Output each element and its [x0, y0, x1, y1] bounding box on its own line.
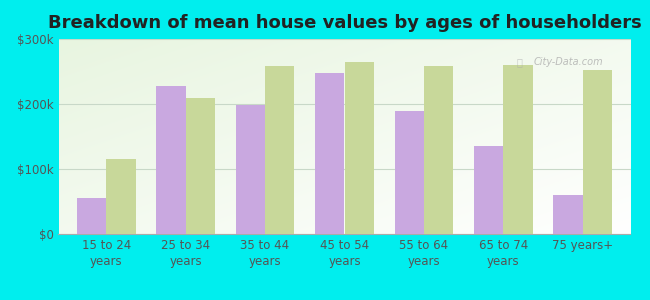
Bar	[315, 73, 344, 234]
Bar	[395, 110, 424, 234]
Bar	[236, 105, 265, 234]
Bar	[553, 195, 583, 234]
Legend: Turner, Maine: Turner, Maine	[257, 297, 432, 300]
Text: ⓘ: ⓘ	[516, 57, 522, 68]
Text: City-Data.com: City-Data.com	[533, 57, 603, 68]
Bar	[186, 98, 215, 234]
Bar	[344, 62, 374, 234]
Bar	[583, 70, 612, 234]
Bar	[77, 198, 106, 234]
Bar	[474, 146, 503, 234]
Title: Breakdown of mean house values by ages of householders: Breakdown of mean house values by ages o…	[47, 14, 642, 32]
Bar	[265, 66, 294, 234]
Bar	[424, 66, 453, 234]
Bar	[106, 159, 136, 234]
Bar	[156, 86, 186, 234]
Bar	[503, 65, 533, 234]
